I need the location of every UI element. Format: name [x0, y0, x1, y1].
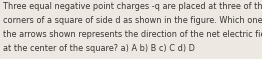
Text: at the center of the square? a) A b) B c) C d) D: at the center of the square? a) A b) B c…	[3, 44, 195, 53]
Text: Three equal negative point charges -q are placed at three of the: Three equal negative point charges -q ar…	[3, 2, 262, 11]
Text: corners of a square of side d as shown in the figure. Which one of: corners of a square of side d as shown i…	[3, 16, 262, 25]
Text: the arrows shown represents the direction of the net electric field: the arrows shown represents the directio…	[3, 30, 262, 39]
